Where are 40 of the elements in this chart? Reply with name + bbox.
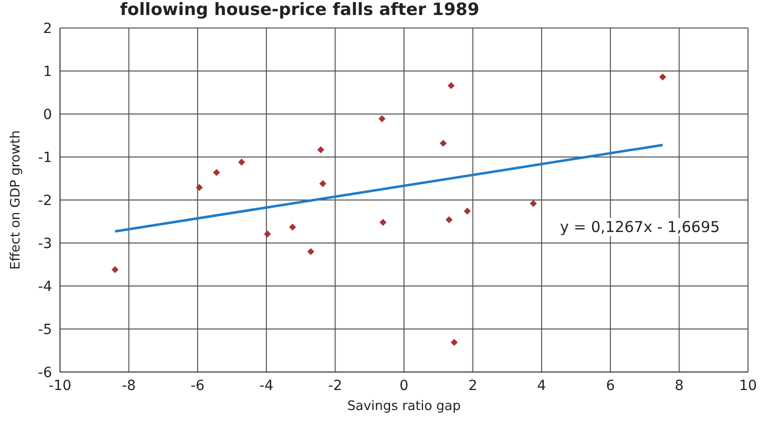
x-tick-label: 4 [537,378,546,394]
y-axis-title: Effect on GDP growth [8,130,24,270]
x-tick-label: 8 [674,378,684,394]
x-tick-label: 0 [400,378,408,394]
point [450,338,458,346]
point [378,115,386,122]
point [380,218,387,226]
point [659,74,666,81]
y-tick-label: -1 [38,150,52,166]
point [446,216,453,224]
point [319,180,326,188]
x-tick-label: -2 [328,378,342,394]
x-tick-label: 6 [606,378,615,394]
y-tick-label: -5 [38,322,52,338]
y-tick-label: -2 [38,192,52,209]
x-tick-label: -4 [259,378,274,394]
chart-title: following house-price falls after 1989 [119,0,480,22]
point [440,140,447,147]
point [317,146,324,154]
x-tick-label: -8 [122,378,136,394]
point [196,184,203,192]
point [264,230,271,238]
annotation: y = 0,1267x - 1,6695 [560,218,720,236]
point [289,224,296,231]
x-tick-label: 2 [468,378,478,394]
point [213,168,220,176]
point [307,248,314,256]
x-axis-title: Savings ratio gap [347,399,461,414]
x-tick-label: -6 [190,378,205,394]
y-tick-label: 1 [43,64,52,80]
point [112,266,119,274]
y-tick-label: -4 [38,278,52,295]
y-tick-label: 2 [43,20,52,37]
y-tick-label: 0 [43,106,52,123]
point [238,158,246,166]
point [448,82,455,90]
point [530,200,537,207]
point [464,208,471,215]
y-tick-label: -3 [38,236,52,252]
x-tick-label: 10 [739,378,757,394]
